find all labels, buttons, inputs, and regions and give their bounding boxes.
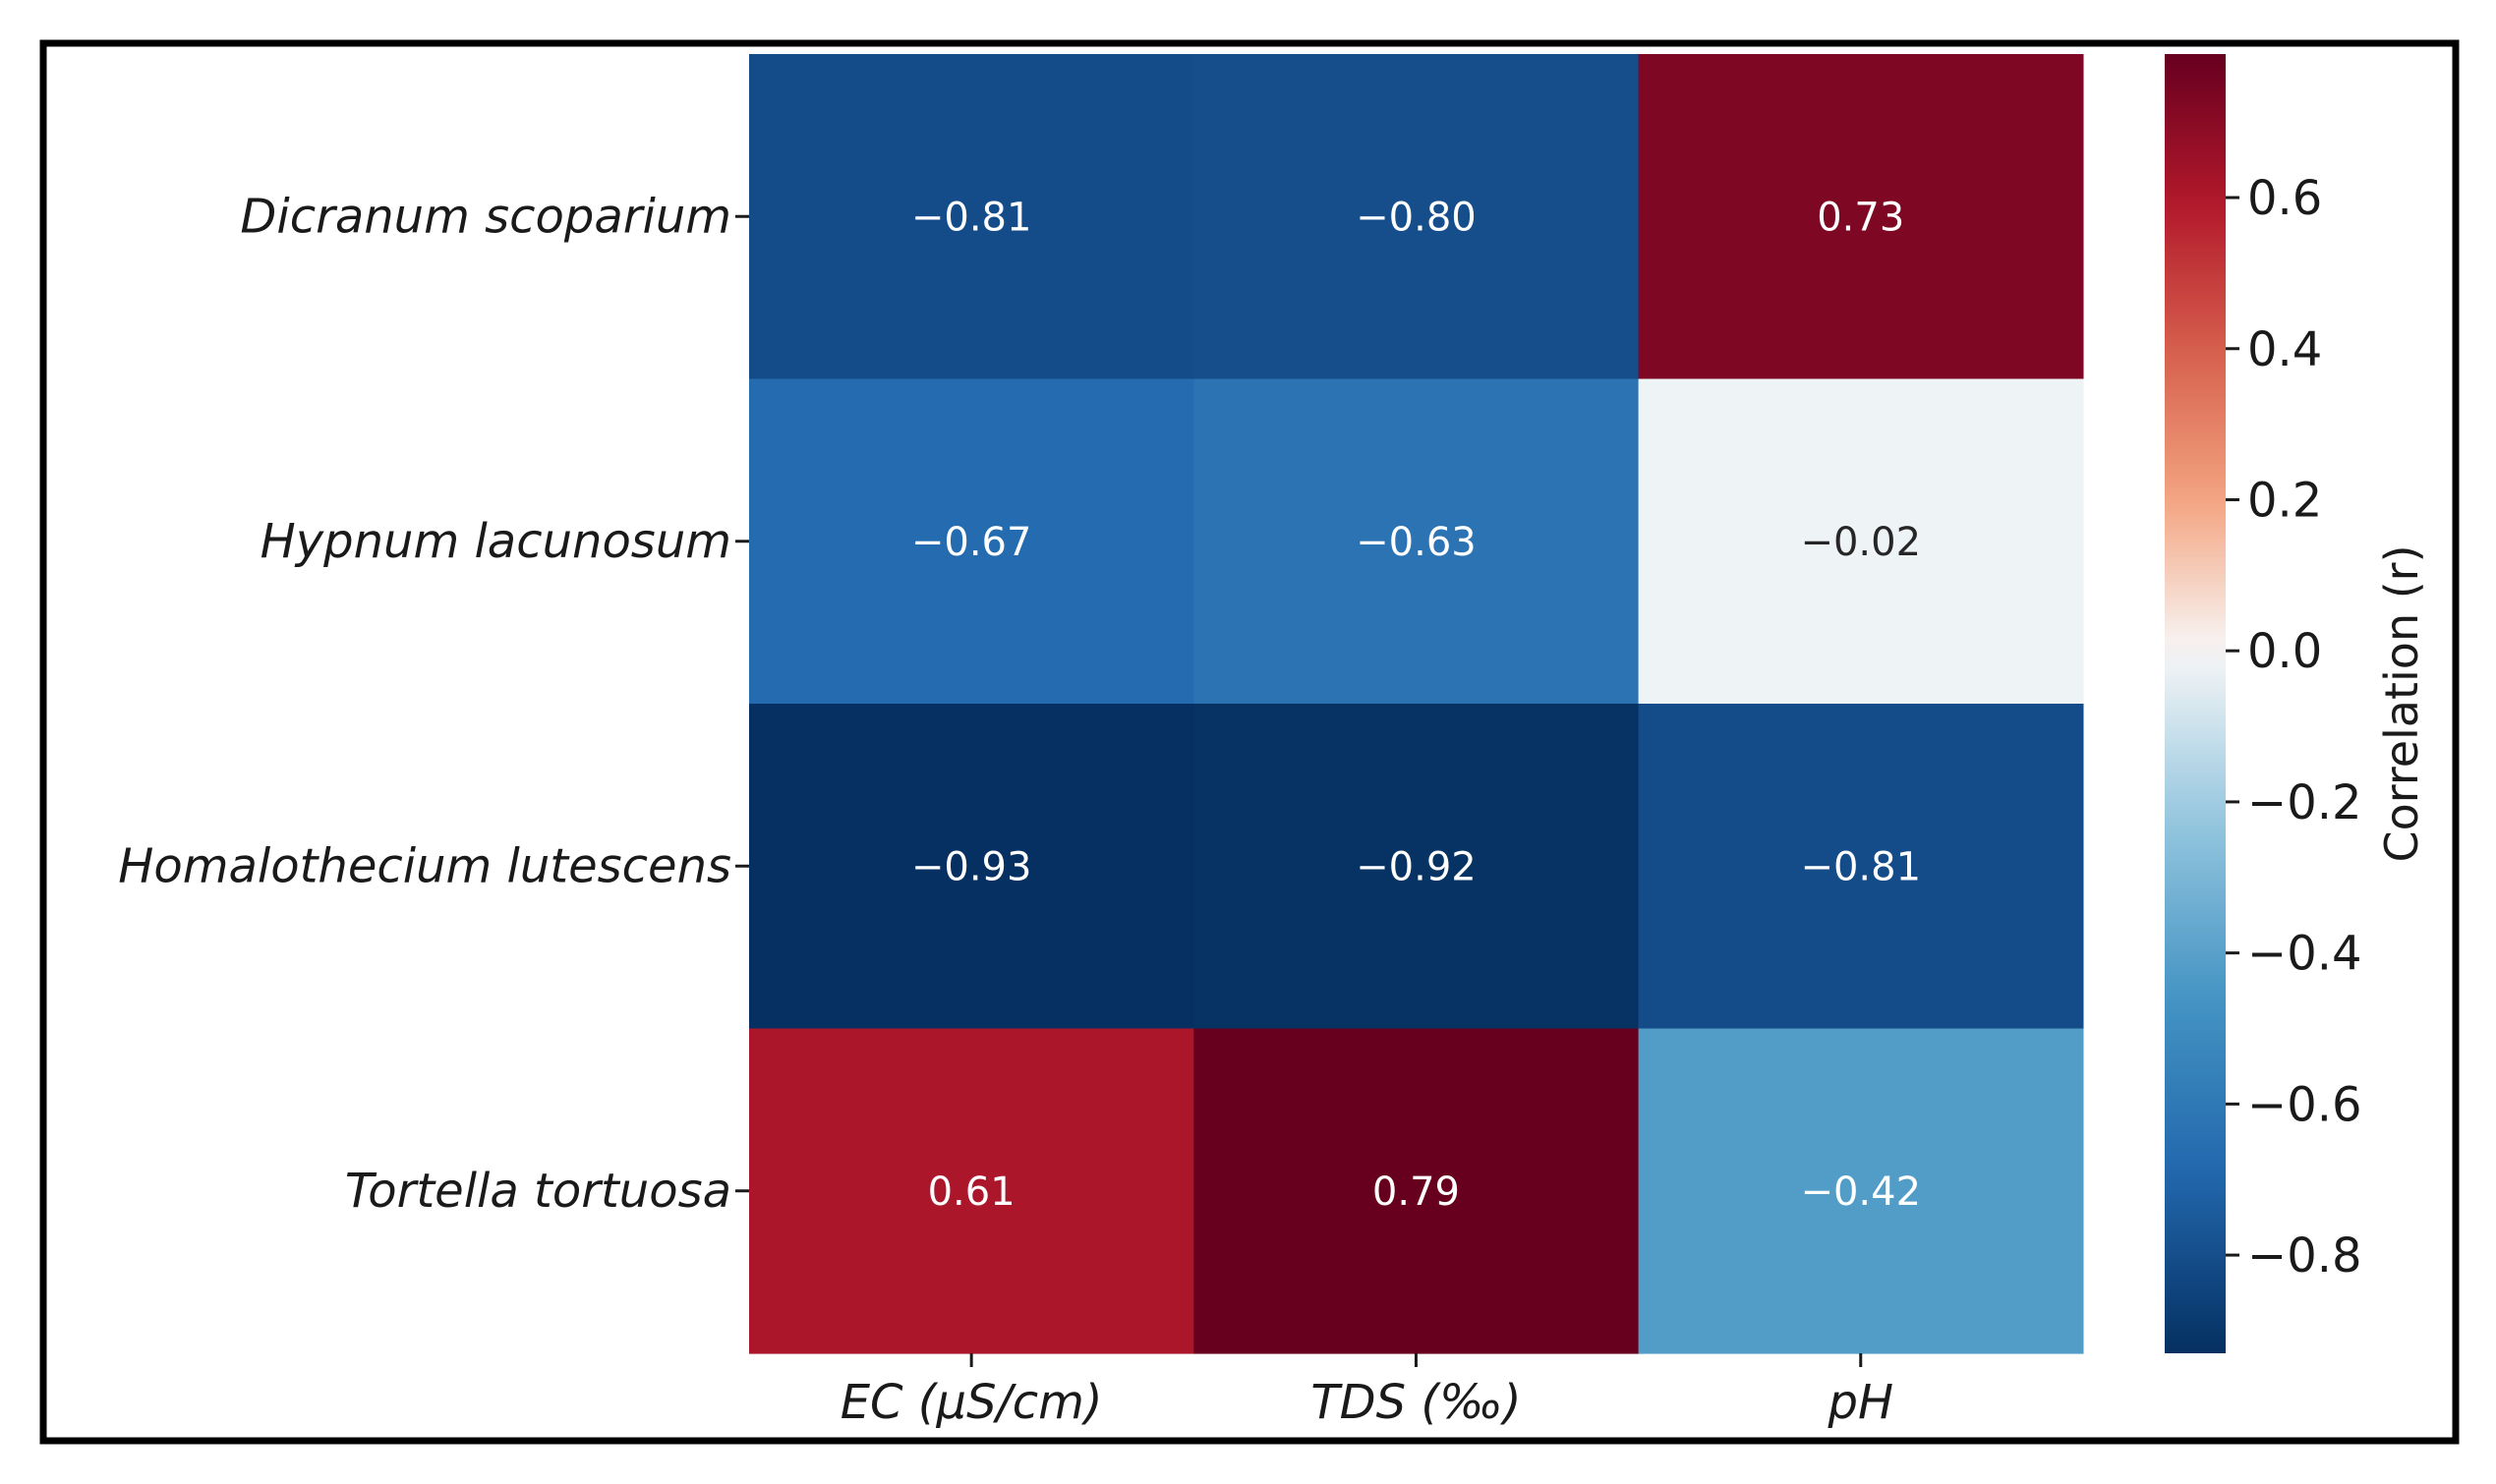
- column-label: TDS (‰): [1310, 1375, 1521, 1430]
- cell-value-label: 0.79: [1372, 1170, 1460, 1215]
- row-label: Tortella tortuosa: [345, 1164, 731, 1219]
- colorbar-gradient: [2165, 54, 2226, 1353]
- colorbar-tick-label: 0.0: [2247, 624, 2322, 679]
- cell-value-label: −0.02: [1800, 520, 1921, 565]
- heatmap-cell: [1638, 54, 2084, 380]
- colorbar: 0.6 0.4 0.2 0.0 −0.2 −0.4 −0.6 −0.8 Correlation…: [2165, 54, 2428, 1353]
- colorbar-tick-label: −0.6: [2247, 1077, 2362, 1132]
- heatmap-cell: [1638, 704, 2084, 1030]
- cell-value-label: −0.63: [1356, 520, 1477, 565]
- heatmap-cell: [1193, 54, 1640, 380]
- row-label: Hypnum lacunosum: [261, 514, 731, 569]
- heatmap-cells: −0.81 −0.80 0.73 −0.67 −0.63 −0.02 −0.93 −0.92 −…: [749, 54, 2084, 1354]
- colorbar-ticks: 0.6 0.4 0.2 0.0 −0.2 −0.4 −0.6 −0.8: [2226, 171, 2362, 1284]
- colorbar-tick-label: −0.8: [2247, 1228, 2362, 1284]
- heatmap-cell: [1638, 378, 2084, 705]
- colorbar-tick-label: 0.6: [2247, 171, 2322, 226]
- column-label: pH: [1827, 1375, 1893, 1430]
- heatmap-cell: [749, 54, 1194, 380]
- heatmap-cell: [1638, 1028, 2084, 1354]
- heatmap-cell: [1193, 378, 1640, 705]
- row-label: Homalothecium lutescens: [118, 838, 731, 893]
- row-label: Dicranum scoparium: [240, 189, 731, 244]
- heatmap-cell: [1193, 1028, 1640, 1354]
- heatmap-cell: [749, 378, 1194, 705]
- column-labels: EC (µS/cm) TDS (‰) pH: [841, 1353, 1893, 1430]
- cell-value-label: −0.81: [1800, 844, 1921, 889]
- cell-value-label: −0.81: [911, 195, 1032, 240]
- colorbar-tick-label: 0.4: [2247, 322, 2322, 377]
- cell-value-label: 0.61: [928, 1170, 1016, 1215]
- column-label: EC (µS/cm): [841, 1375, 1103, 1430]
- heatmap-cell: [749, 704, 1194, 1030]
- cell-value-label: −0.80: [1356, 195, 1477, 240]
- colorbar-tick-label: 0.2: [2247, 473, 2322, 528]
- colorbar-label: Correlation (r): [2375, 544, 2428, 862]
- colorbar-tick-label: −0.4: [2247, 927, 2362, 982]
- cell-value-label: −0.93: [911, 844, 1032, 889]
- colorbar-tick-label: −0.2: [2247, 775, 2362, 830]
- row-labels: Dicranum scoparium Hypnum lacunosum Homalo…: [118, 189, 749, 1219]
- cell-value-label: −0.92: [1356, 844, 1477, 889]
- heatmap-cell: [1193, 704, 1640, 1030]
- cell-value-label: −0.42: [1800, 1170, 1921, 1215]
- cell-value-label: 0.73: [1817, 195, 1904, 240]
- cell-value-label: −0.67: [911, 520, 1032, 565]
- heatmap-cell: [749, 1028, 1194, 1354]
